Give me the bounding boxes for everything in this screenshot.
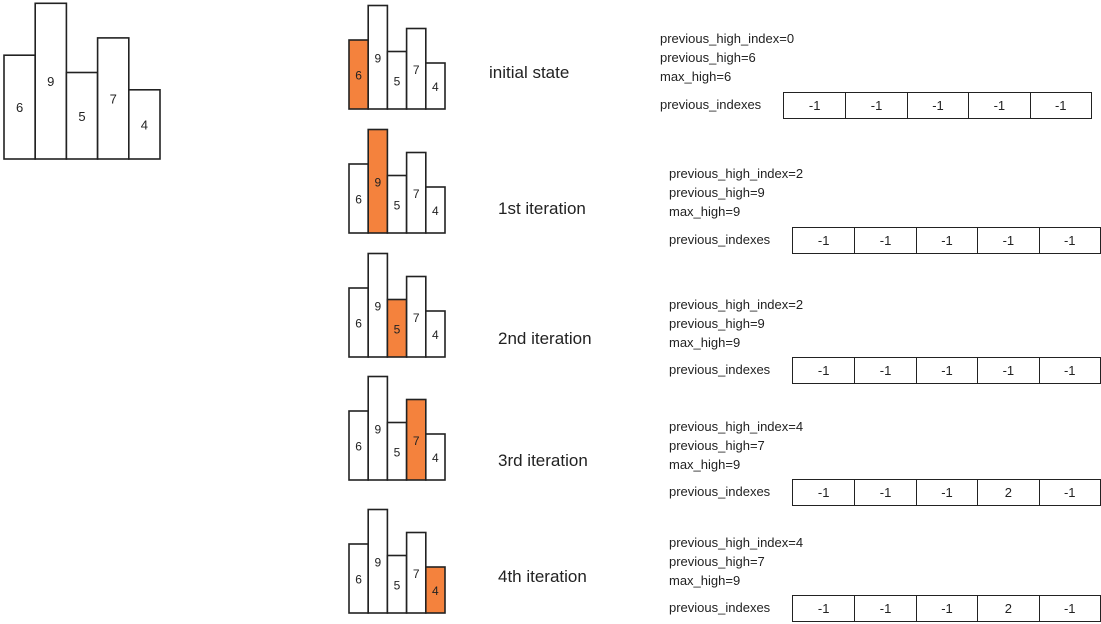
step-2-bar-0-label: 6 bbox=[355, 317, 362, 331]
info-line: previous_high_index=2 bbox=[669, 297, 804, 312]
main-bar-0-label: 6 bbox=[16, 100, 23, 115]
array-cell: -1 bbox=[808, 98, 821, 113]
main-bar-1 bbox=[34, 2, 68, 160]
array-cell: 2 bbox=[977, 596, 1038, 621]
array-cell: -1 bbox=[817, 601, 830, 616]
step-2-bar-3-label: 7 bbox=[413, 311, 420, 325]
array-cell: -1 bbox=[854, 228, 915, 253]
main-bar-0 bbox=[3, 54, 37, 160]
step-3-bar-2-label: 5 bbox=[394, 445, 401, 459]
previous-indexes-label: previous_indexes bbox=[669, 232, 771, 247]
step-0-bar-4 bbox=[424, 62, 446, 110]
array-cell: -1 bbox=[968, 93, 1029, 118]
main-bar-1-label: 9 bbox=[47, 74, 54, 89]
info-line: previous_high_index=4 bbox=[669, 535, 804, 550]
step-0-bar-1-label: 9 bbox=[374, 51, 381, 65]
step-1-bar-1-label: 9 bbox=[374, 175, 381, 189]
step-title: initial state bbox=[489, 63, 570, 82]
array-cell: -1 bbox=[915, 596, 977, 621]
step-title: 3rd iteration bbox=[498, 451, 588, 470]
step-info: previous_high_index=4 previous_high=7 max_… bbox=[669, 533, 803, 590]
step-info: previous_high_index=4 previous_high=7 max_… bbox=[669, 417, 803, 474]
array-cell: -1 bbox=[817, 233, 830, 248]
array-cell: -1 bbox=[915, 480, 977, 505]
previous-indexes-label: previous_indexes bbox=[669, 362, 771, 377]
previous-indexes-label: previous_indexes bbox=[669, 484, 771, 499]
array-cell: -1 bbox=[915, 358, 977, 383]
info-line: previous_high=6 bbox=[660, 50, 756, 65]
previous-indexes-array: -1 -1 -1 -1 -1 bbox=[783, 92, 1092, 119]
previous-indexes-label: previous_indexes bbox=[669, 600, 771, 615]
step-3-bar-0-label: 6 bbox=[355, 440, 362, 454]
array-cell: -1 bbox=[854, 358, 915, 383]
step-2-bar-1-label: 9 bbox=[374, 299, 381, 313]
info-line: previous_high_index=2 bbox=[669, 166, 804, 181]
step-3-bar-1-label: 9 bbox=[374, 422, 381, 436]
step-4-bar-1-label: 9 bbox=[374, 555, 381, 569]
array-cell: 2 bbox=[977, 480, 1038, 505]
previous-indexes-array: -1 -1 -1 -1 -1 bbox=[792, 357, 1101, 384]
main-bar-2-label: 5 bbox=[78, 109, 85, 124]
info-line: previous_high=9 bbox=[669, 185, 765, 200]
step-1-bar-2-label: 5 bbox=[394, 198, 401, 212]
step-0-bar-4-label: 4 bbox=[432, 80, 439, 94]
step-3-bar-3-label: 7 bbox=[413, 434, 420, 448]
step-0-bar-3-label: 7 bbox=[413, 63, 420, 77]
array-cell: -1 bbox=[915, 228, 977, 253]
step-1-bar-0-label: 6 bbox=[355, 193, 362, 207]
step-2-bar-4 bbox=[424, 310, 446, 358]
previous-indexes-array: -1 -1 -1 2 -1 bbox=[792, 595, 1101, 622]
step-info: previous_high_index=2 previous_high=9 max_… bbox=[669, 295, 803, 352]
previous-indexes-array: -1 -1 -1 2 -1 bbox=[792, 479, 1101, 506]
info-line: previous_high_index=0 bbox=[660, 31, 795, 46]
array-cell: -1 bbox=[1038, 596, 1100, 621]
info-line: max_high=9 bbox=[669, 457, 741, 472]
info-line: previous_high=9 bbox=[669, 316, 765, 331]
array-cell: -1 bbox=[977, 228, 1038, 253]
step-0-bar-2-label: 5 bbox=[394, 74, 401, 88]
step-0-bar-0-label: 6 bbox=[355, 69, 362, 83]
info-line: max_high=9 bbox=[669, 573, 741, 588]
step-title: 4th iteration bbox=[498, 567, 587, 586]
step-2-bar-2-label: 5 bbox=[394, 322, 401, 336]
info-line: previous_high=7 bbox=[669, 438, 765, 453]
array-cell: -1 bbox=[854, 596, 915, 621]
step-title: 2nd iteration bbox=[498, 329, 592, 348]
array-cell: -1 bbox=[1029, 93, 1091, 118]
previous-indexes-label: previous_indexes bbox=[660, 97, 762, 112]
step-1-bar-4-label: 4 bbox=[432, 204, 439, 218]
array-cell: -1 bbox=[817, 363, 830, 378]
main-bar-4 bbox=[128, 89, 161, 160]
info-line: max_high=9 bbox=[669, 335, 741, 350]
step-1-bar-3-label: 7 bbox=[413, 187, 420, 201]
info-line: max_high=9 bbox=[669, 204, 741, 219]
main-bar-3-label: 7 bbox=[110, 91, 117, 106]
info-line: previous_high_index=4 bbox=[669, 419, 804, 434]
step-info: previous_high_index=0 previous_high=6 max_… bbox=[660, 29, 794, 86]
array-cell: -1 bbox=[817, 485, 830, 500]
step-info: previous_high_index=2 previous_high=9 max_… bbox=[669, 164, 803, 221]
info-line: previous_high=7 bbox=[669, 554, 765, 569]
step-title: 1st iteration bbox=[498, 199, 586, 218]
step-3-bar-4-label: 4 bbox=[432, 451, 439, 465]
array-cell: -1 bbox=[1038, 358, 1100, 383]
step-4-bar-4-label: 4 bbox=[432, 584, 439, 598]
step-4-bar-4 bbox=[424, 566, 446, 614]
step-4-bar-3-label: 7 bbox=[413, 567, 420, 581]
step-1-bar-4 bbox=[424, 186, 446, 234]
array-cell: -1 bbox=[1038, 228, 1100, 253]
main-bar-4-label: 4 bbox=[141, 117, 148, 132]
array-cell: -1 bbox=[977, 358, 1038, 383]
array-cell: -1 bbox=[845, 93, 906, 118]
step-4-bar-0-label: 6 bbox=[355, 573, 362, 587]
array-cell: -1 bbox=[1038, 480, 1100, 505]
array-cell: -1 bbox=[906, 93, 968, 118]
info-line: max_high=6 bbox=[660, 69, 732, 84]
step-2-bar-4-label: 4 bbox=[432, 328, 439, 342]
step-4-bar-2-label: 5 bbox=[394, 578, 401, 592]
array-cell: -1 bbox=[854, 480, 915, 505]
step-3-bar-4 bbox=[424, 433, 446, 481]
previous-indexes-array: -1 -1 -1 -1 -1 bbox=[792, 227, 1101, 254]
